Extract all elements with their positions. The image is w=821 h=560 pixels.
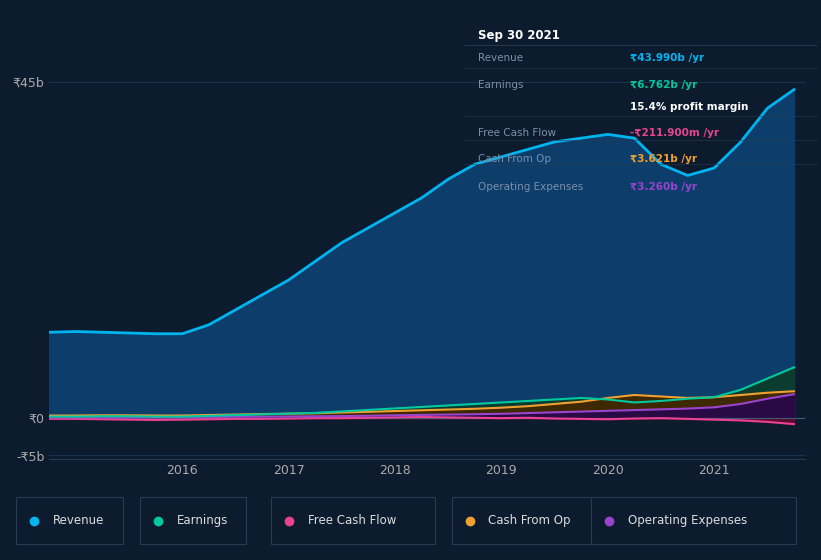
FancyBboxPatch shape <box>140 497 246 544</box>
Text: Sep 30 2021: Sep 30 2021 <box>478 29 560 42</box>
Text: ₹3.260b /yr: ₹3.260b /yr <box>630 182 697 192</box>
Text: Cash From Op: Cash From Op <box>478 154 551 164</box>
Text: Operating Expenses: Operating Expenses <box>628 514 747 528</box>
Text: Cash From Op: Cash From Op <box>488 514 571 528</box>
Text: ₹6.762b /yr: ₹6.762b /yr <box>630 81 697 90</box>
Text: Operating Expenses: Operating Expenses <box>478 182 583 192</box>
Text: ₹43.990b /yr: ₹43.990b /yr <box>630 53 704 63</box>
FancyBboxPatch shape <box>16 497 123 544</box>
Text: Revenue: Revenue <box>53 514 105 528</box>
Text: -₹211.900m /yr: -₹211.900m /yr <box>630 128 719 138</box>
Text: Revenue: Revenue <box>478 53 523 63</box>
Text: Earnings: Earnings <box>177 514 228 528</box>
Text: Free Cash Flow: Free Cash Flow <box>308 514 397 528</box>
FancyBboxPatch shape <box>591 497 796 544</box>
Text: ₹3.621b /yr: ₹3.621b /yr <box>630 154 697 164</box>
Text: Free Cash Flow: Free Cash Flow <box>478 128 556 138</box>
Text: Earnings: Earnings <box>478 81 524 90</box>
FancyBboxPatch shape <box>452 497 599 544</box>
FancyBboxPatch shape <box>271 497 435 544</box>
Text: 15.4% profit margin: 15.4% profit margin <box>630 102 748 113</box>
